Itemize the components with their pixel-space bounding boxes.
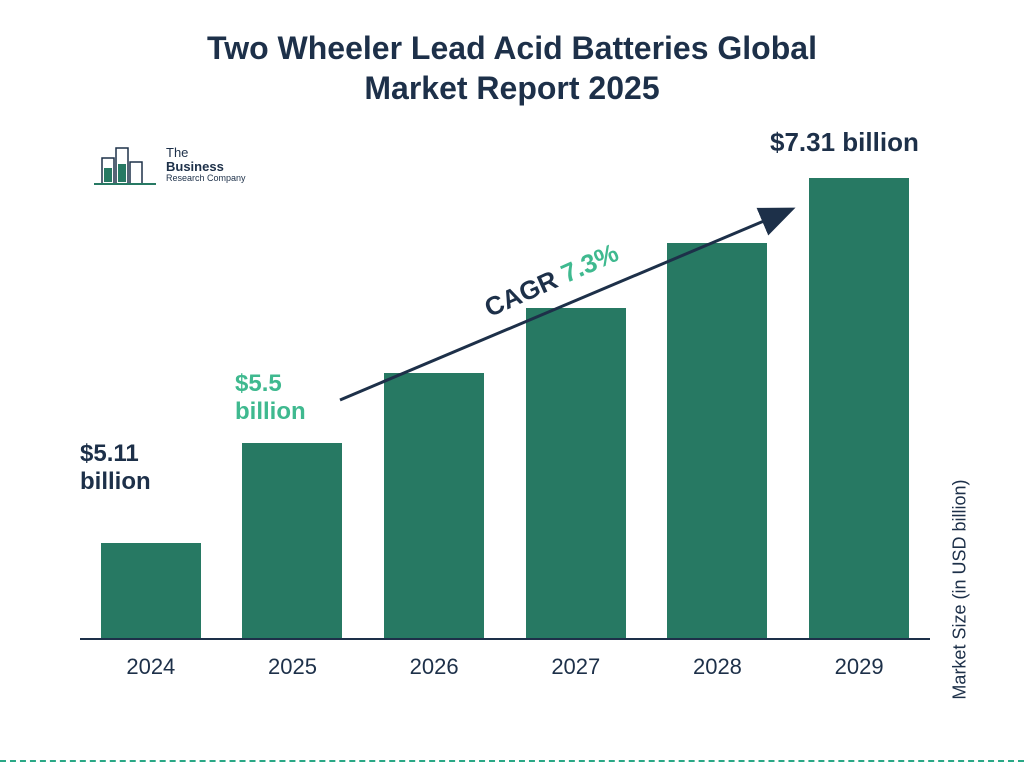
x-label: 2026 bbox=[374, 654, 494, 680]
value-label-line: $5.5 bbox=[235, 370, 282, 397]
value-label-2025: $5.5 billion bbox=[235, 370, 306, 425]
x-label: 2025 bbox=[232, 654, 352, 680]
chart-area: 2024 2025 2026 2027 2028 2029 Market Siz… bbox=[80, 130, 930, 690]
cagr-arrow-icon bbox=[280, 190, 820, 440]
value-label-line: $5.11 bbox=[80, 440, 139, 467]
title-line-1: Two Wheeler Lead Acid Batteries Global bbox=[207, 30, 817, 66]
bottom-dashed-line bbox=[0, 760, 1024, 762]
x-label: 2027 bbox=[516, 654, 636, 680]
y-axis-label: Market Size (in USD billion) bbox=[950, 480, 971, 700]
title-line-2: Market Report 2025 bbox=[364, 70, 659, 106]
x-label: 2024 bbox=[91, 654, 211, 680]
bar-wrap bbox=[91, 543, 211, 638]
cagr-annotation: CAGR 7.3% bbox=[280, 190, 820, 440]
bar-wrap bbox=[232, 443, 352, 638]
value-label-2024: $5.11 billion bbox=[80, 440, 151, 495]
x-axis-line bbox=[80, 638, 930, 640]
x-label: 2029 bbox=[799, 654, 919, 680]
bar-2024 bbox=[101, 543, 201, 638]
value-label-line: billion bbox=[80, 468, 151, 495]
value-label-text: $7.31 billion bbox=[770, 127, 919, 157]
bar-2029 bbox=[809, 178, 909, 638]
value-label-line: billion bbox=[235, 398, 306, 425]
x-axis-labels: 2024 2025 2026 2027 2028 2029 bbox=[80, 654, 930, 680]
chart-title: Two Wheeler Lead Acid Batteries Global M… bbox=[0, 0, 1024, 108]
bar-2025 bbox=[242, 443, 342, 638]
value-label-2029: $7.31 billion bbox=[770, 128, 919, 158]
x-label: 2028 bbox=[657, 654, 777, 680]
